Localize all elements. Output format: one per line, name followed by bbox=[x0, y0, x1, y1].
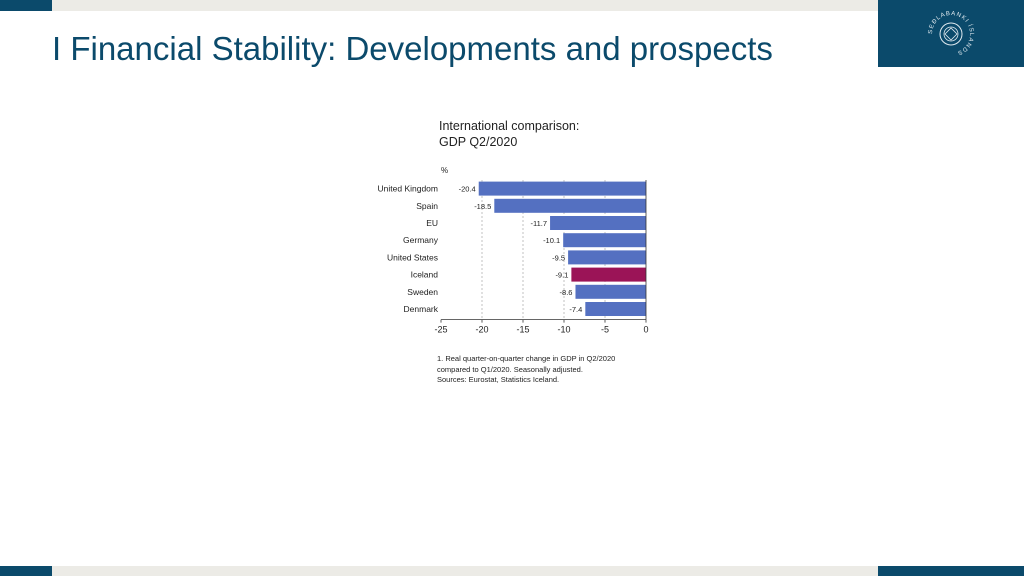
category-label: Germany bbox=[403, 235, 439, 245]
unit-label: % bbox=[441, 166, 448, 175]
page-title: I Financial Stability: Developments and … bbox=[52, 30, 773, 67]
bar bbox=[478, 181, 646, 196]
bar bbox=[563, 233, 646, 248]
footnote-line-1: 1. Real quarter-on-quarter change in GDP… bbox=[437, 354, 616, 363]
data-label: -11.7 bbox=[531, 219, 548, 228]
data-label: -9.5 bbox=[552, 253, 565, 262]
bottom-accent-left bbox=[0, 566, 52, 576]
data-label: -18.5 bbox=[474, 202, 491, 211]
category-label: United States bbox=[387, 252, 438, 262]
x-tick-label: -15 bbox=[516, 325, 529, 335]
category-label: Iceland bbox=[411, 270, 439, 280]
category-label: Denmark bbox=[404, 304, 439, 314]
bar bbox=[571, 267, 646, 282]
bar bbox=[550, 216, 646, 230]
logo-box: SEÐLABANKI ÍSLANDS bbox=[878, 0, 1024, 67]
top-band bbox=[0, 0, 1024, 11]
bar bbox=[494, 198, 646, 213]
data-label: -9.1 bbox=[555, 271, 568, 280]
chart-title-line-1: International comparison: bbox=[439, 119, 579, 133]
chart-footnote: 1. Real quarter-on-quarter change in GDP… bbox=[437, 354, 677, 386]
bar bbox=[568, 250, 646, 265]
data-label: -8.6 bbox=[560, 288, 573, 297]
footnote-line-2: compared to Q1/2020. Seasonally adjusted… bbox=[437, 364, 583, 374]
bar bbox=[575, 284, 646, 299]
central-bank-seal-logo: SEÐLABANKI ÍSLANDS bbox=[928, 10, 974, 55]
category-label: Sweden bbox=[407, 287, 438, 297]
x-tick-label: -25 bbox=[434, 325, 447, 335]
x-tick-label: -20 bbox=[475, 325, 488, 335]
gdp-bar-chart: International comparison: GDP Q2/2020 % … bbox=[378, 119, 649, 335]
x-tick-label: 0 bbox=[643, 325, 648, 335]
category-label: Spain bbox=[416, 201, 438, 211]
x-tick-label: -10 bbox=[557, 325, 570, 335]
bottom-band bbox=[0, 566, 1024, 576]
footnote-line-3: Sources: Eurostat, Statistics Iceland. bbox=[437, 375, 560, 384]
chart-title-line-2: GDP Q2/2020 bbox=[439, 135, 517, 149]
data-label: -10.1 bbox=[543, 236, 560, 245]
data-label: -7.4 bbox=[569, 305, 582, 314]
top-accent bbox=[0, 0, 52, 11]
svg-text:SEÐLABANKI ÍSLANDS: SEÐLABANKI ÍSLANDS bbox=[928, 10, 974, 55]
category-label: EU bbox=[426, 218, 438, 228]
bottom-accent-right bbox=[878, 566, 1024, 576]
category-label: United Kingdom bbox=[378, 184, 438, 194]
x-tick-label: -5 bbox=[601, 325, 609, 335]
data-label: -20.4 bbox=[459, 185, 476, 194]
bar bbox=[585, 302, 646, 316]
